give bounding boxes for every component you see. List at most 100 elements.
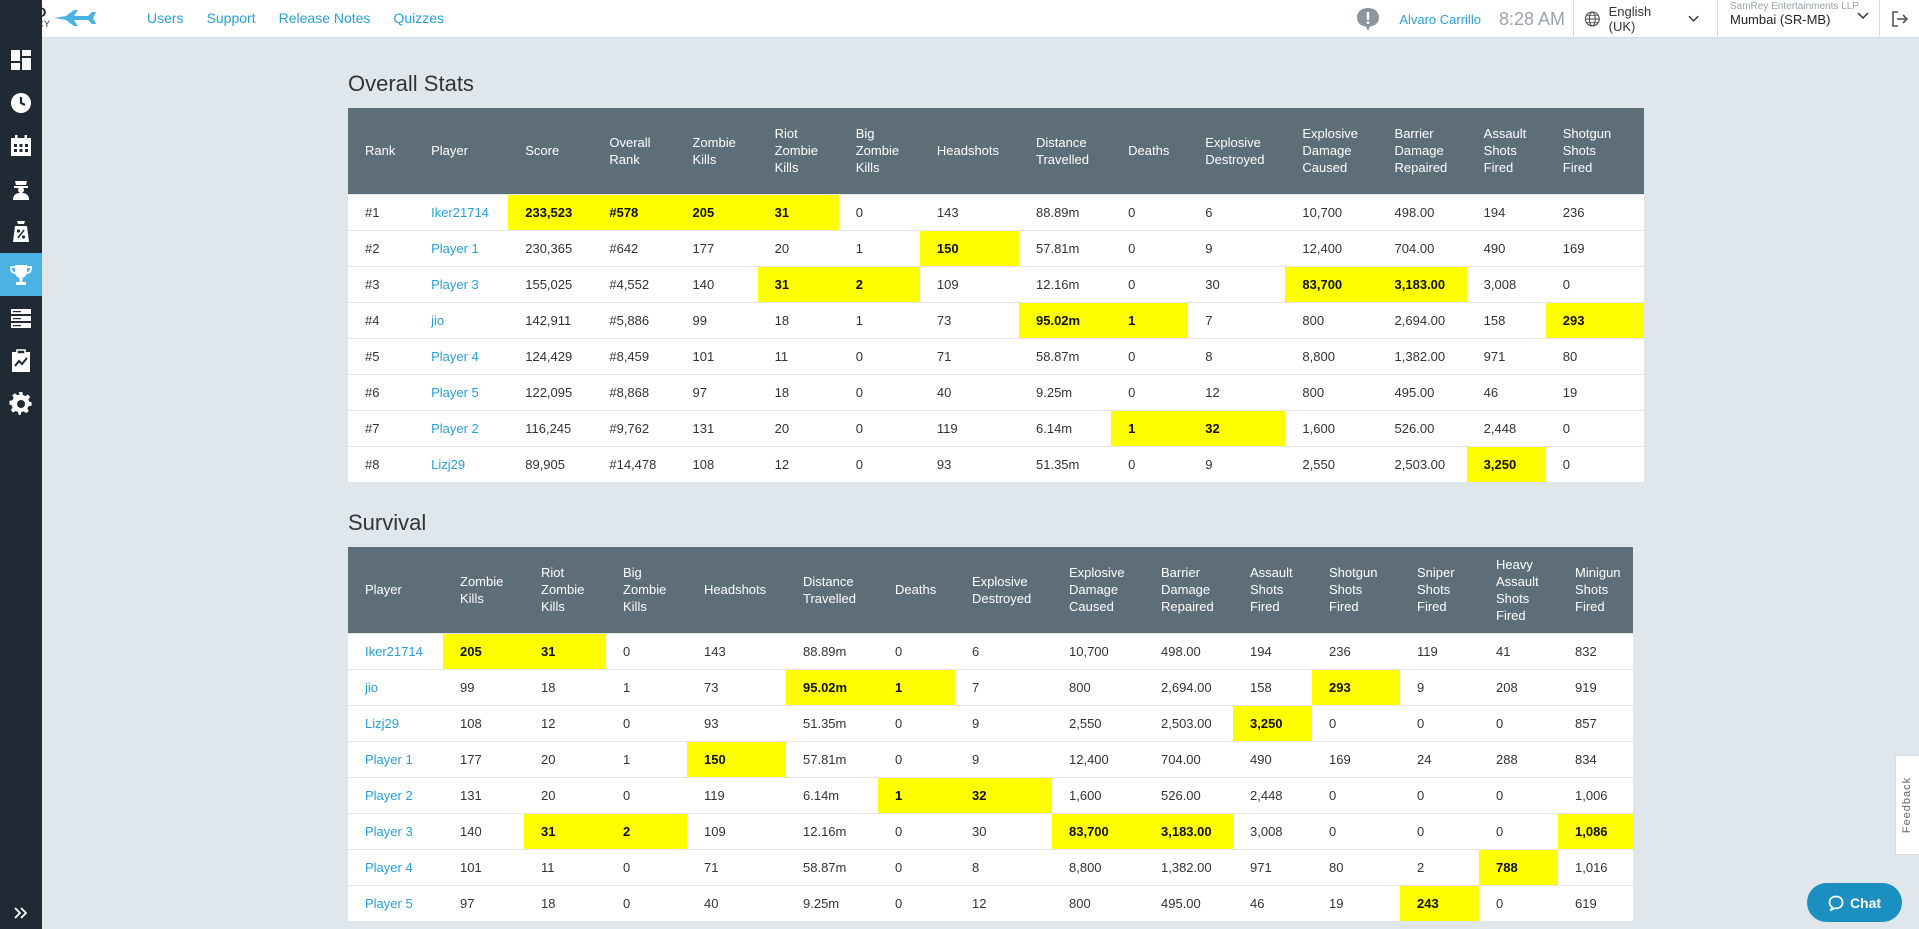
- column-header[interactable]: Minigun Shots Fired: [1558, 547, 1633, 633]
- table-cell: 919: [1558, 668, 1633, 705]
- table-cell: Iker21714: [414, 193, 509, 230]
- table-cell: 0: [838, 193, 920, 230]
- sidebar-item-reports[interactable]: [0, 339, 42, 382]
- column-header[interactable]: Headshots: [687, 547, 786, 633]
- table-cell: 230,365: [508, 229, 593, 266]
- player-link[interactable]: Player 5: [365, 895, 413, 911]
- table-cell: 0: [878, 632, 955, 669]
- chat-button[interactable]: Chat: [1807, 883, 1902, 922]
- table-header-row: Player Zombie Kills Riot Zombie Kills Big Zombi…: [348, 547, 1633, 633]
- column-header[interactable]: Deaths: [1111, 108, 1189, 194]
- player-link[interactable]: Lizj29: [365, 715, 399, 731]
- column-header-text: Kills: [692, 151, 717, 167]
- column-header[interactable]: Big Zombie Kills: [606, 547, 687, 633]
- table-cell: 19: [1312, 884, 1400, 921]
- calendar-icon: [11, 134, 31, 156]
- table-cell: 293: [1545, 301, 1644, 338]
- column-header-text: Damage: [1394, 143, 1444, 159]
- table-row: #6 Player 5 122,095 #8,868 97 18 0 40 9.25m 0 12 80…: [348, 373, 1644, 410]
- player-link[interactable]: Iker21714: [431, 204, 489, 220]
- nav-quizzes-link[interactable]: Quizzes: [393, 10, 445, 26]
- column-header-text: Assault: [1496, 573, 1539, 589]
- column-header[interactable]: Sniper Shots Fired: [1400, 547, 1479, 633]
- column-header[interactable]: Riot Zombie Kills: [524, 547, 606, 633]
- table-cell: #8,868: [592, 373, 676, 410]
- column-header[interactable]: Deaths: [878, 547, 955, 633]
- column-header[interactable]: Rank: [348, 108, 415, 194]
- chevron-down-icon: [1857, 12, 1869, 20]
- player-link[interactable]: Player 3: [365, 823, 413, 839]
- column-header-text: Destroyed: [1205, 151, 1265, 167]
- player-link[interactable]: Player 4: [365, 859, 413, 875]
- alert-bubble-icon[interactable]: [1355, 6, 1381, 32]
- player-link[interactable]: Player 2: [365, 787, 413, 803]
- sidebar-item-servers[interactable]: [0, 296, 42, 339]
- column-header[interactable]: Shotgun Shots Fired: [1545, 108, 1644, 194]
- column-header[interactable]: Player: [414, 108, 509, 194]
- table-cell: 71: [687, 848, 786, 885]
- user-name-link[interactable]: Alvaro Carrillo: [1399, 11, 1481, 27]
- column-header[interactable]: Distance Travelled: [1019, 108, 1112, 194]
- column-header[interactable]: Distance Travelled: [786, 547, 878, 633]
- sidebar-item-dashboard[interactable]: [0, 38, 42, 81]
- player-link[interactable]: Player 1: [431, 240, 479, 256]
- table-cell: #8: [348, 445, 415, 482]
- column-header[interactable]: Barrier Damage Repaired: [1377, 108, 1467, 194]
- column-header[interactable]: Headshots: [919, 108, 1019, 194]
- player-link[interactable]: Iker21714: [365, 643, 423, 659]
- nav-users-link[interactable]: Users: [147, 10, 184, 26]
- player-link[interactable]: jio: [365, 679, 379, 695]
- column-header[interactable]: Explosive Damage Caused: [1052, 547, 1144, 633]
- column-header[interactable]: Zombie Kills: [675, 108, 758, 194]
- column-header[interactable]: Barrier Damage Repaired: [1144, 547, 1233, 633]
- sidebar-item-settings[interactable]: [0, 382, 42, 425]
- table-cell: 0: [606, 632, 687, 669]
- organization-selector[interactable]: SamRey Entertainments LLP Mumbai (SR-MB): [1717, 0, 1879, 38]
- player-link[interactable]: Player 3: [431, 276, 479, 292]
- column-header-text: Assault: [1250, 565, 1293, 581]
- player-link[interactable]: Player 4: [431, 348, 479, 364]
- column-header[interactable]: Assault Shots Fired: [1466, 108, 1546, 194]
- column-header-text: Big: [855, 126, 875, 142]
- column-header-text: Kills: [460, 590, 484, 606]
- column-header[interactable]: Riot Zombie Kills: [757, 108, 839, 194]
- column-header[interactable]: Overall Rank: [592, 108, 676, 194]
- trophy-icon: [10, 264, 32, 285]
- table-cell: 9.25m: [786, 884, 878, 921]
- column-header[interactable]: Shotgun Shots Fired: [1312, 547, 1400, 633]
- column-header[interactable]: Explosive Destroyed: [955, 547, 1052, 633]
- table-cell: 1,086: [1558, 812, 1633, 849]
- column-header[interactable]: Assault Shots Fired: [1233, 547, 1312, 633]
- player-link[interactable]: Player 1: [365, 751, 413, 767]
- column-header[interactable]: Zombie Kills: [443, 547, 524, 633]
- sidebar-item-history[interactable]: [0, 81, 42, 124]
- player-link[interactable]: Lizj29: [431, 456, 466, 472]
- table-cell: 1: [1111, 301, 1189, 338]
- player-link[interactable]: Player 5: [431, 384, 479, 400]
- nav-support-link[interactable]: Support: [206, 10, 256, 26]
- table-cell: 0: [1479, 884, 1558, 921]
- sidebar-expand-button[interactable]: [0, 897, 42, 929]
- player-link[interactable]: jio: [431, 312, 445, 328]
- player-link[interactable]: Player 2: [431, 420, 479, 436]
- table-row: jio 99 18 1 73 95.02m 1 7 800 2,694.00 158 293 9 208 9…: [348, 668, 1633, 705]
- column-header[interactable]: Score: [508, 108, 593, 194]
- column-header[interactable]: Big Zombie Kills: [838, 108, 920, 194]
- column-header[interactable]: Heavy Assault Shots Fired: [1479, 547, 1558, 633]
- nav-release-notes-link[interactable]: Release Notes: [278, 10, 371, 26]
- table-cell: 95.02m: [1019, 301, 1112, 338]
- feedback-tab[interactable]: Feedback: [1895, 755, 1919, 855]
- column-header[interactable]: Explosive Destroyed: [1188, 108, 1286, 194]
- column-header[interactable]: Explosive Damage Caused: [1285, 108, 1378, 194]
- language-selector[interactable]: English (UK): [1573, 0, 1717, 38]
- sidebar-item-calendar[interactable]: [0, 124, 42, 167]
- table-cell: 0: [1111, 337, 1189, 374]
- logout-button[interactable]: [1879, 0, 1919, 38]
- sidebar-item-discounts[interactable]: [0, 210, 42, 253]
- table-cell: 288: [1479, 740, 1558, 777]
- sidebar-item-leaderboards[interactable]: [0, 253, 42, 296]
- table-cell: 2,503.00: [1377, 445, 1467, 482]
- sidebar-item-agents[interactable]: [0, 167, 42, 210]
- column-header[interactable]: Player: [348, 547, 443, 633]
- table-cell: jio: [414, 301, 509, 338]
